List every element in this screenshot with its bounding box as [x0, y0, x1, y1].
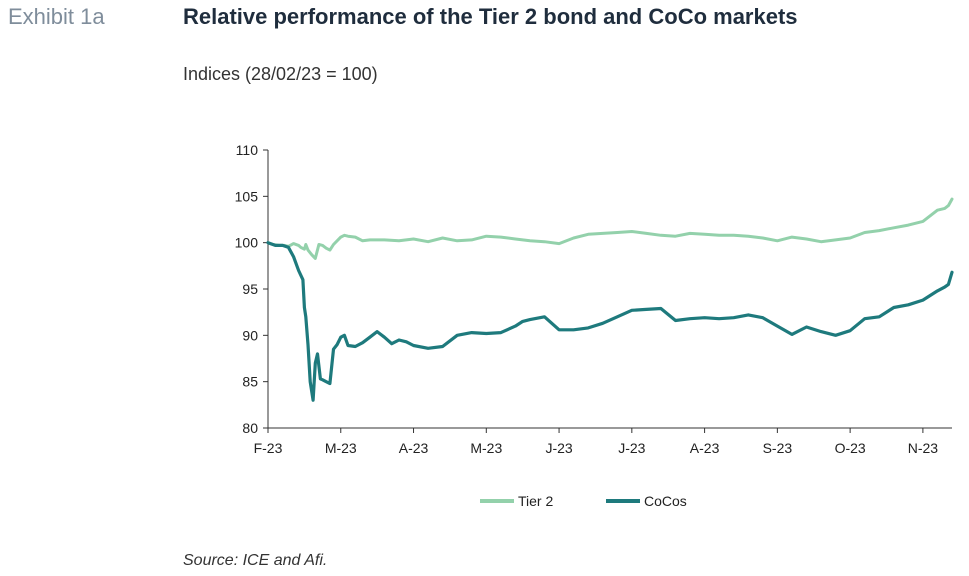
y-tick-label: 110: [236, 142, 259, 158]
x-axis: F-23 M-23 A-23 M-23 J-23 J-23 A-23 S-23 O-23 N-23: [254, 428, 939, 456]
x-tick-label: A-23: [399, 440, 429, 456]
x-tick-label: O-23: [835, 440, 866, 456]
x-tick-label: A-23: [690, 440, 720, 456]
y-tick-label: 80: [242, 420, 258, 436]
exhibit-label: Exhibit 1a: [8, 4, 105, 29]
x-tick-label: S-23: [763, 440, 793, 456]
series-line-tier2: [266, 197, 954, 260]
y-tick-label: 85: [242, 374, 258, 390]
legend: Tier 2 CoCos: [480, 493, 687, 509]
y-tick-label: 95: [242, 281, 258, 297]
x-tick-label: J-23: [618, 440, 645, 456]
source-note: Source: ICE and Afi.: [183, 552, 328, 569]
series-line-cocos: [266, 241, 954, 402]
series-group: [266, 197, 954, 402]
x-tick-label: M-23: [325, 440, 357, 456]
chart-subtitle: Indices (28/02/23 = 100): [183, 64, 378, 84]
y-axis: 80 85 90 95 100 105 110: [235, 142, 268, 436]
chart-title: Relative performance of the Tier 2 bond …: [183, 4, 798, 29]
x-tick-label: M-23: [470, 440, 502, 456]
y-tick-label: 90: [242, 327, 258, 343]
y-tick-label: 100: [235, 235, 259, 251]
legend-label: CoCos: [644, 493, 687, 509]
legend-label: Tier 2: [518, 493, 553, 509]
x-tick-label: J-23: [545, 440, 572, 456]
x-tick-label: N-23: [908, 440, 939, 456]
x-tick-label: F-23: [254, 440, 283, 456]
y-tick-label: 105: [235, 188, 259, 204]
